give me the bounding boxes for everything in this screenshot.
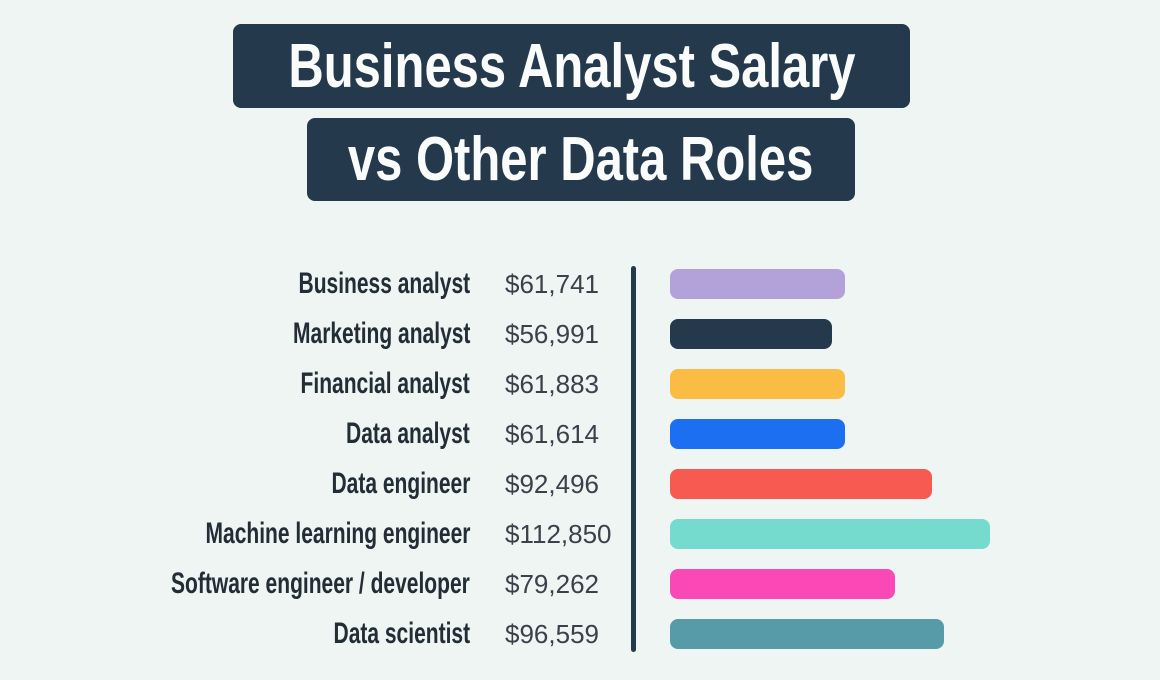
title-box-line1: Business Analyst Salary — [233, 24, 910, 108]
salary-value: $61,741 — [505, 269, 599, 299]
role-label: Marketing analyst — [292, 317, 470, 350]
salary-bar — [670, 469, 932, 499]
role-label: Machine learning engineer — [205, 517, 470, 550]
bar-chart: Business analyst $61,741 Marketing analy… — [0, 259, 1160, 659]
chart-row: Business analyst $61,741 — [0, 259, 1160, 309]
chart-row: Data analyst $61,614 — [0, 409, 1160, 459]
role-label: Business analyst — [298, 267, 470, 300]
title-box-line2: vs Other Data Roles — [307, 118, 855, 201]
salary-value: $56,991 — [505, 319, 599, 349]
chart-row: Machine learning engineer $112,850 — [0, 509, 1160, 559]
salary-bar — [670, 619, 944, 649]
chart-row: Financial analyst $61,883 — [0, 359, 1160, 409]
salary-bar — [670, 319, 832, 349]
role-label: Data engineer — [331, 467, 470, 500]
chart-row: Data scientist $96,559 — [0, 609, 1160, 659]
page-title-line1: Business Analyst Salary — [287, 31, 856, 101]
role-label: Data scientist — [333, 617, 470, 650]
salary-bar — [670, 569, 895, 599]
salary-value: $96,559 — [505, 619, 599, 649]
chart-row: Marketing analyst $56,991 — [0, 309, 1160, 359]
role-label: Data analyst — [346, 417, 470, 450]
chart-row: Data engineer $92,496 — [0, 459, 1160, 509]
salary-value: $92,496 — [505, 469, 599, 499]
salary-value: $79,262 — [505, 569, 599, 599]
page-title-line2: vs Other Data Roles — [348, 125, 814, 194]
role-label: Software engineer / developer — [171, 567, 470, 600]
chart-axis-line — [631, 266, 636, 652]
salary-bar — [670, 419, 845, 449]
chart-row: Software engineer / developer $79,262 — [0, 559, 1160, 609]
salary-value: $61,614 — [505, 419, 599, 449]
salary-value: $61,883 — [505, 369, 599, 399]
salary-value: $112,850 — [505, 519, 612, 549]
salary-bar — [670, 269, 845, 299]
role-label: Financial analyst — [300, 367, 470, 400]
salary-bar — [670, 369, 845, 399]
salary-bar — [670, 519, 990, 549]
